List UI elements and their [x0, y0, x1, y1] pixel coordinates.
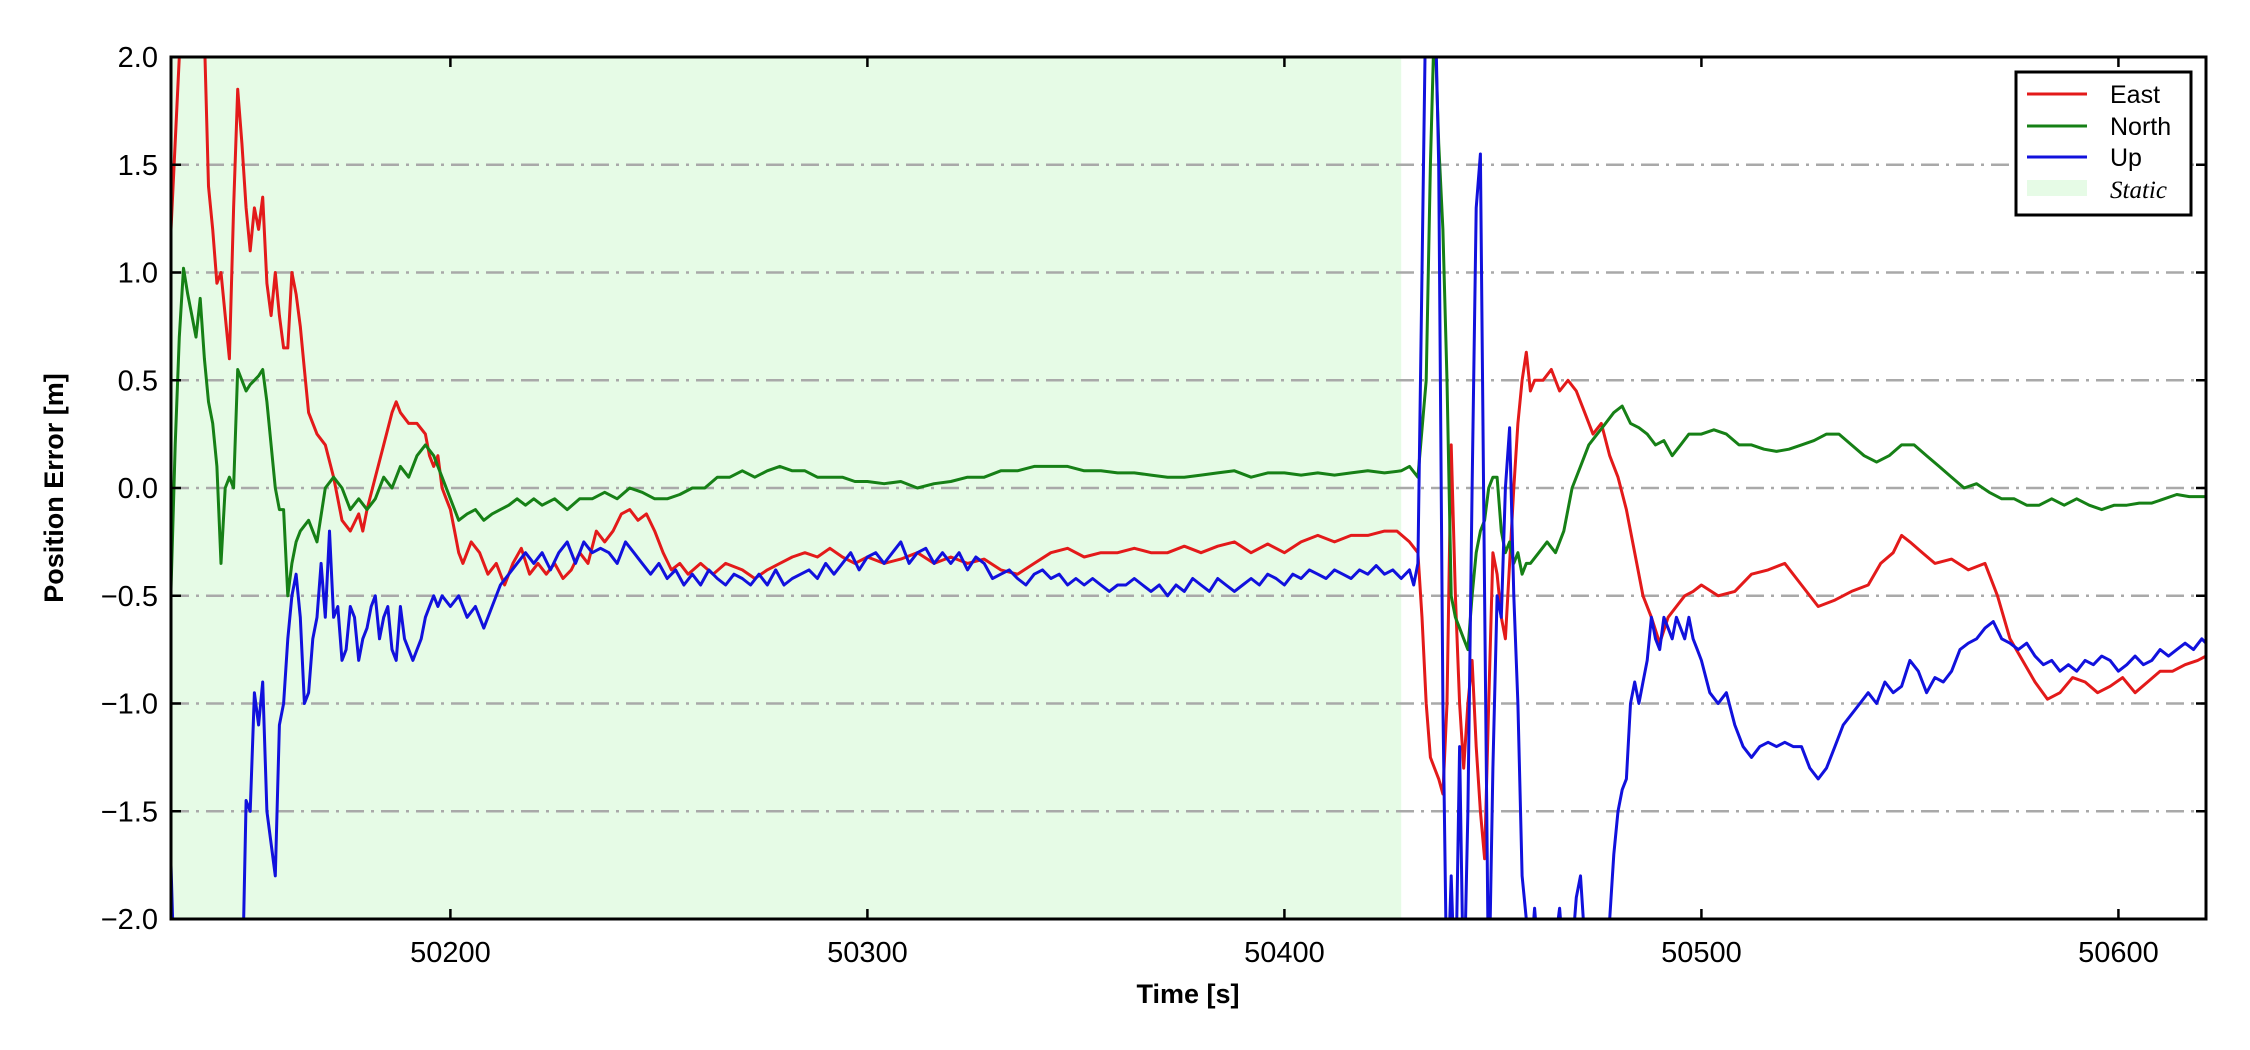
y-axis-ticks: 2.0 1.5 1.0 0.5 0.0 −0.5 −1.0 −1.5 −2.0 [101, 42, 2206, 936]
y-tick-label: 2.0 [118, 42, 158, 74]
x-axis-ticks: 50200 50300 50400 50500 50600 [410, 57, 2159, 969]
y-tick-label: 1.5 [118, 150, 158, 182]
y-tick-label: 0.5 [118, 365, 158, 397]
y-tick-label: 1.0 [118, 258, 158, 290]
x-tick-label: 50300 [827, 937, 908, 969]
x-axis-title: Time [s] [1136, 979, 1239, 1009]
series-line-up [171, 57, 2206, 919]
y-tick-label: −2.0 [101, 904, 158, 936]
x-tick-label: 50500 [1661, 937, 1742, 969]
legend-swatch-static [2027, 180, 2087, 196]
grid-layer [171, 163, 2206, 813]
y-axis-title: Position Error [m] [39, 373, 69, 603]
legend-label-north: North [2110, 113, 2171, 141]
y-tick-label: −0.5 [101, 581, 158, 613]
legend: East North Up Static [2014, 70, 2193, 217]
y-tick-label: −1.5 [101, 796, 158, 828]
y-tick-label: 0.0 [118, 473, 158, 505]
x-tick-label: 50400 [1244, 937, 1325, 969]
series-layer [171, 57, 2206, 919]
legend-label-east: East [2110, 81, 2160, 109]
x-tick-label: 50600 [2078, 937, 2159, 969]
y-tick-label: −1.0 [101, 689, 158, 721]
x-tick-label: 50200 [410, 937, 491, 969]
legend-label-static: Static [2110, 177, 2167, 204]
series-line-north [171, 57, 2206, 652]
series-line-east [171, 57, 2206, 861]
legend-label-up: Up [2110, 144, 2142, 172]
